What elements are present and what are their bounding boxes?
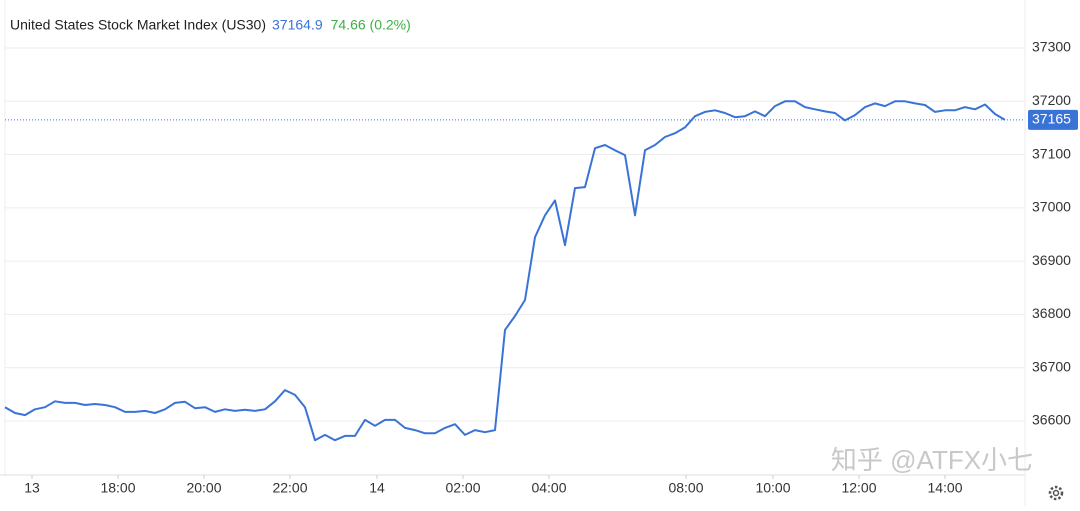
y-tick-label: 37100 — [1032, 145, 1071, 161]
chart-title: United States Stock Market Index (US30) — [10, 17, 266, 33]
y-tick-label: 36900 — [1032, 252, 1071, 268]
price-line — [4, 100, 1006, 442]
current-price-box — [1028, 109, 1078, 130]
y-tick-label: 37300 — [1032, 39, 1071, 55]
x-tick-label: 12:00 — [841, 480, 876, 496]
current-price-label: 37165 — [1032, 111, 1071, 127]
y-tick-label: 36600 — [1032, 412, 1071, 428]
y-tick-label: 37200 — [1032, 92, 1071, 108]
x-tick-label: 14:00 — [927, 480, 962, 496]
x-tick-label: 10:00 — [755, 480, 790, 496]
x-tick-label: 02:00 — [445, 480, 480, 496]
y-tick-label: 36700 — [1032, 358, 1071, 374]
change: 74.66 (0.2%) — [331, 17, 411, 33]
y-tick-label: 37000 — [1032, 199, 1071, 215]
x-tick-label: 22:00 — [272, 480, 307, 496]
x-tick-label: 20:00 — [186, 480, 221, 496]
x-tick-label: 18:00 — [100, 480, 135, 496]
y-tick-label: 36800 — [1032, 305, 1071, 321]
settings-icon[interactable] — [1048, 485, 1064, 501]
price: 37164.9 — [272, 17, 323, 33]
watermark: 知乎 @ATFX小七 — [831, 445, 1033, 475]
x-tick-label: 14 — [369, 480, 385, 496]
x-tick-label: 13 — [24, 480, 40, 496]
x-tick-label: 08:00 — [668, 480, 703, 496]
x-tick-label: 04:00 — [531, 480, 566, 496]
